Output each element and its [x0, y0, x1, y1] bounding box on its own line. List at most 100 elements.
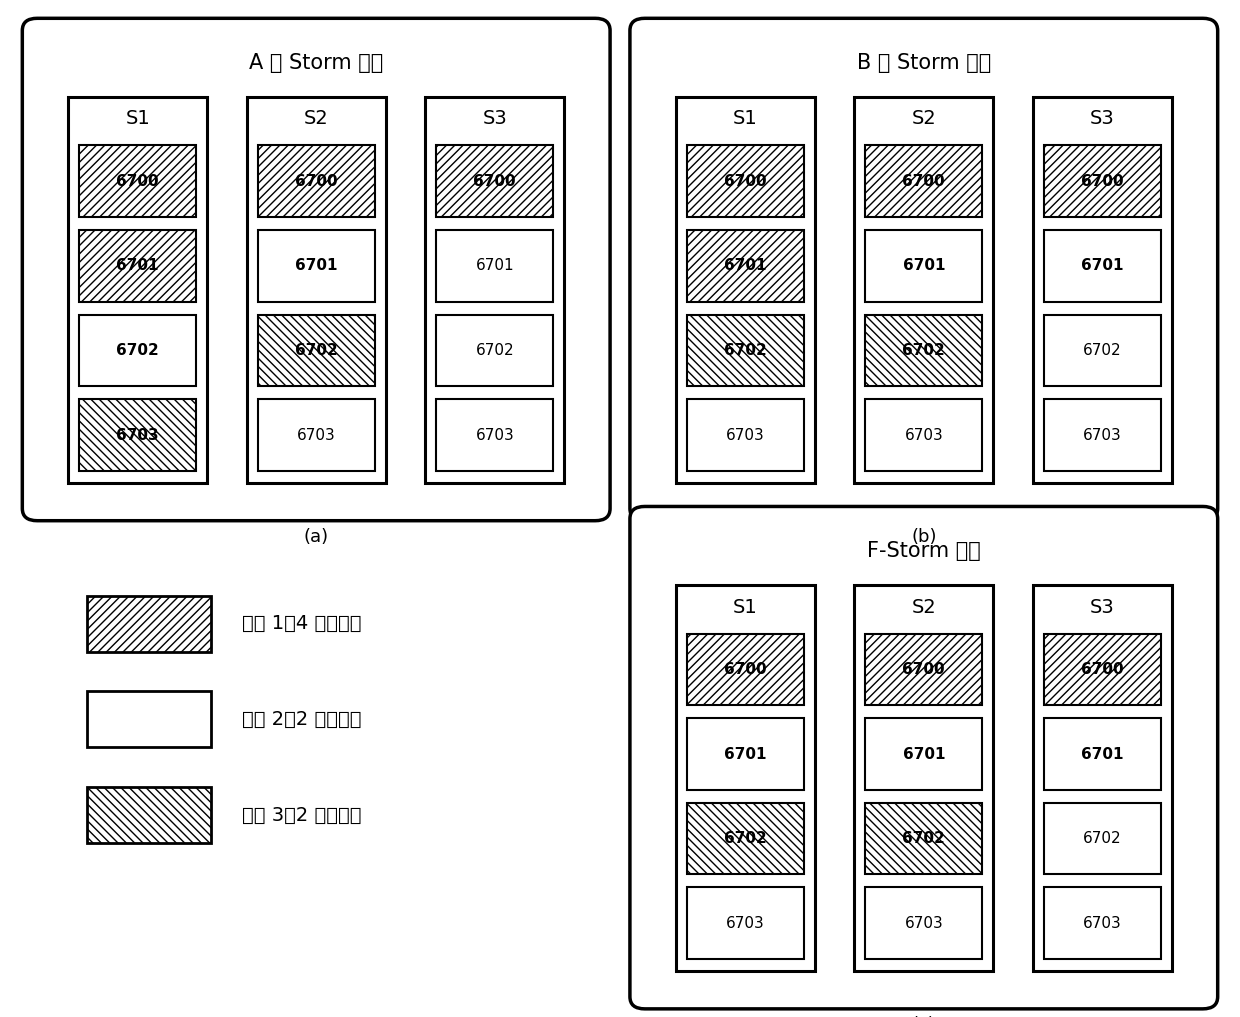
Bar: [1044, 145, 1161, 217]
Text: 6703: 6703: [117, 427, 159, 442]
Bar: [676, 97, 815, 483]
Bar: [687, 634, 804, 705]
Text: 6702: 6702: [117, 343, 159, 358]
Text: S3: S3: [1090, 598, 1115, 616]
Text: 6701: 6701: [724, 746, 766, 762]
Text: 6703: 6703: [1083, 915, 1122, 931]
Bar: [1044, 400, 1161, 471]
Bar: [1044, 230, 1161, 302]
Text: S3: S3: [482, 110, 507, 128]
Bar: [687, 314, 804, 386]
Bar: [866, 802, 982, 875]
Bar: [87, 692, 211, 747]
Bar: [436, 145, 553, 217]
Text: S3: S3: [1090, 110, 1115, 128]
Bar: [79, 145, 196, 217]
Bar: [258, 230, 374, 302]
Text: S2: S2: [304, 110, 329, 128]
Bar: [1044, 802, 1161, 875]
Text: 6703: 6703: [904, 915, 944, 931]
FancyBboxPatch shape: [22, 18, 610, 521]
Text: 6700: 6700: [474, 174, 516, 189]
Text: 6700: 6700: [295, 174, 337, 189]
Bar: [687, 888, 804, 959]
Text: 6700: 6700: [117, 174, 159, 189]
Text: 6702: 6702: [1083, 343, 1122, 358]
Bar: [854, 97, 993, 483]
Text: 6703: 6703: [1083, 427, 1122, 442]
Text: 6703: 6703: [725, 915, 765, 931]
Text: 6700: 6700: [903, 662, 945, 677]
Bar: [866, 718, 982, 790]
Text: (a): (a): [304, 528, 329, 546]
Text: 6703: 6703: [475, 427, 515, 442]
Bar: [79, 400, 196, 471]
Bar: [687, 400, 804, 471]
Text: 6700: 6700: [1081, 662, 1123, 677]
Bar: [866, 888, 982, 959]
Bar: [258, 400, 374, 471]
Text: B 类 Storm 集群: B 类 Storm 集群: [857, 53, 991, 73]
Text: 6703: 6703: [725, 427, 765, 442]
Bar: [87, 787, 211, 843]
Text: 6700: 6700: [903, 174, 945, 189]
Bar: [866, 314, 982, 386]
Text: 6702: 6702: [903, 343, 945, 358]
Text: 6701: 6701: [903, 746, 945, 762]
Text: 6701: 6701: [1081, 746, 1123, 762]
Bar: [854, 585, 993, 971]
Bar: [866, 145, 982, 217]
Text: A 类 Storm 集群: A 类 Storm 集群: [249, 53, 383, 73]
Bar: [1044, 314, 1161, 386]
Bar: [79, 314, 196, 386]
Bar: [68, 97, 207, 483]
Bar: [1044, 718, 1161, 790]
Bar: [247, 97, 386, 483]
Bar: [1044, 888, 1161, 959]
Text: 6702: 6702: [903, 831, 945, 846]
Bar: [436, 314, 553, 386]
Bar: [676, 585, 815, 971]
Text: 6702: 6702: [295, 343, 337, 358]
Bar: [1033, 585, 1172, 971]
Text: S2: S2: [911, 110, 936, 128]
Text: 6700: 6700: [724, 174, 766, 189]
Text: 6701: 6701: [903, 258, 945, 274]
Bar: [866, 400, 982, 471]
Text: 6701: 6701: [475, 258, 515, 274]
Text: 拓扑 1（4 个进程）: 拓扑 1（4 个进程）: [242, 614, 361, 634]
Text: 6702: 6702: [1083, 831, 1122, 846]
FancyBboxPatch shape: [630, 18, 1218, 521]
Bar: [1033, 97, 1172, 483]
Bar: [866, 634, 982, 705]
Bar: [1044, 634, 1161, 705]
Text: (b): (b): [911, 528, 936, 546]
Text: 6702: 6702: [724, 343, 766, 358]
Text: 6701: 6701: [117, 258, 159, 274]
Text: 6702: 6702: [724, 831, 766, 846]
Bar: [436, 400, 553, 471]
Bar: [436, 230, 553, 302]
Bar: [87, 596, 211, 652]
Text: S1: S1: [125, 110, 150, 128]
Text: 6703: 6703: [904, 427, 944, 442]
Bar: [866, 230, 982, 302]
Bar: [258, 145, 374, 217]
Text: 6700: 6700: [724, 662, 766, 677]
Bar: [687, 718, 804, 790]
Text: 6701: 6701: [1081, 258, 1123, 274]
Bar: [687, 145, 804, 217]
Text: S1: S1: [733, 598, 758, 616]
Text: 拓扑 3（2 个进程）: 拓扑 3（2 个进程）: [242, 805, 361, 825]
Bar: [258, 314, 374, 386]
Bar: [425, 97, 564, 483]
Text: 拓扑 2（2 个进程）: 拓扑 2（2 个进程）: [242, 710, 361, 729]
Bar: [687, 230, 804, 302]
Text: 6702: 6702: [475, 343, 515, 358]
Text: 6703: 6703: [296, 427, 336, 442]
Bar: [687, 802, 804, 875]
Text: 6701: 6701: [295, 258, 337, 274]
Text: S1: S1: [733, 110, 758, 128]
Text: S2: S2: [911, 598, 936, 616]
FancyBboxPatch shape: [630, 506, 1218, 1009]
